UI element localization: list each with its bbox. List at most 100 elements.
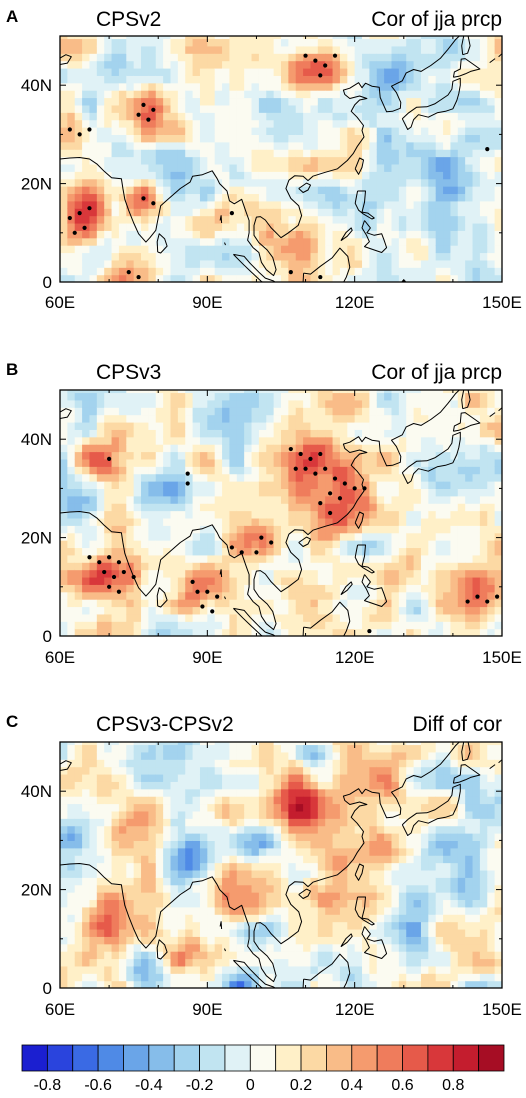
contour-cell: [244, 186, 253, 195]
contour-cell: [214, 36, 223, 40]
contour-cell: [479, 532, 488, 541]
contour-cell: [163, 510, 172, 519]
contour-cell: [369, 540, 378, 549]
contour-cell: [222, 562, 231, 571]
contour-cell: [111, 414, 120, 423]
contour-cell: [310, 540, 319, 549]
contour-cell: [163, 488, 172, 497]
contour-cell: [141, 781, 149, 790]
contour-cell: [177, 965, 186, 974]
contour-cell: [199, 517, 208, 526]
contour-cell: [479, 178, 488, 187]
contour-cell: [185, 156, 194, 165]
contour-cell: [288, 466, 297, 475]
contour-cell: [163, 884, 172, 893]
contour-cell: [435, 193, 444, 202]
contour-cell: [170, 818, 179, 827]
contour-cell: [273, 36, 282, 40]
contour-cell: [369, 444, 378, 453]
contour-cell: [413, 156, 422, 165]
contour-cell: [89, 928, 98, 937]
contour-cell: [450, 414, 459, 423]
contour-cell: [236, 503, 245, 512]
contour-cell: [133, 862, 142, 871]
contour-cell: [104, 825, 113, 834]
contour-cell: [443, 267, 452, 276]
contour-cell: [457, 36, 466, 40]
contour-cell: [222, 628, 231, 636]
contour-cell: [420, 576, 429, 585]
contour-cell: [170, 444, 179, 453]
contour-cell: [96, 862, 105, 871]
contour-cell: [236, 163, 245, 172]
contour-cell: [126, 576, 135, 585]
contour-cell: [472, 53, 481, 62]
contour-cell: [435, 540, 444, 549]
contour-cell: [89, 481, 98, 489]
contour-cell: [163, 818, 172, 827]
contour-cell: [89, 803, 98, 812]
contour-cell: [222, 517, 231, 526]
contour-cell: [325, 112, 334, 121]
contour-cell: [229, 82, 238, 91]
contour-cell: [148, 613, 157, 622]
contour-cell: [435, 215, 444, 224]
contour-cell: [398, 171, 407, 180]
contour-cell: [170, 259, 179, 268]
contour-cell: [494, 222, 502, 231]
contour-cell: [465, 208, 474, 217]
contour-cell: [141, 906, 149, 915]
contour-cell: [258, 481, 267, 489]
contour-cell: [104, 495, 113, 504]
contour-cell: [236, 237, 245, 246]
contour-cell: [133, 392, 142, 401]
contour-cell: [111, 171, 120, 180]
contour-cell: [60, 877, 68, 886]
contour-cell: [303, 407, 312, 416]
contour-cell: [310, 495, 319, 504]
contour-cell: [177, 510, 186, 519]
contour-cell: [435, 60, 444, 69]
contour-cell: [163, 744, 172, 753]
contour-cell: [369, 215, 378, 224]
contour-cell: [472, 274, 481, 282]
contour-cell: [244, 399, 253, 408]
contour-cell: [266, 458, 275, 467]
contour-cell: [60, 599, 68, 608]
contour-cell: [443, 119, 452, 128]
contour-cell: [288, 215, 297, 224]
contour-cell: [244, 134, 253, 143]
contour-cell: [133, 914, 142, 923]
contour-cell: [428, 230, 437, 239]
contour-cell: [332, 451, 341, 460]
contour-cell: [384, 599, 393, 608]
contour-cell: [339, 621, 348, 630]
contour-cell: [199, 53, 208, 62]
contour-cell: [420, 414, 429, 423]
contour-cell: [303, 399, 312, 408]
contour-cell: [288, 613, 297, 622]
contour-cell: [435, 267, 444, 276]
contour-cell: [450, 163, 459, 172]
contour-cell: [170, 584, 179, 593]
contour-cell: [207, 495, 216, 504]
contour-cell: [60, 390, 68, 394]
contour-cell: [96, 855, 105, 864]
contour-cell: [384, 451, 393, 460]
contour-cell: [199, 862, 208, 871]
contour-cell: [303, 127, 312, 135]
contour-cell: [288, 576, 297, 585]
contour-cell: [207, 532, 216, 541]
contour-cell: [413, 436, 422, 445]
contour-cell: [185, 119, 194, 128]
contour-cell: [406, 554, 415, 563]
contour-cell: [450, 436, 459, 445]
contour-cell: [199, 825, 208, 834]
contour-cell: [443, 60, 452, 69]
contour-cell: [192, 965, 201, 974]
contour-cell: [450, 186, 459, 195]
contour-cell: [207, 906, 216, 915]
contour-cell: [155, 82, 164, 91]
contour-cell: [420, 517, 429, 526]
contour-cell: [141, 788, 149, 797]
